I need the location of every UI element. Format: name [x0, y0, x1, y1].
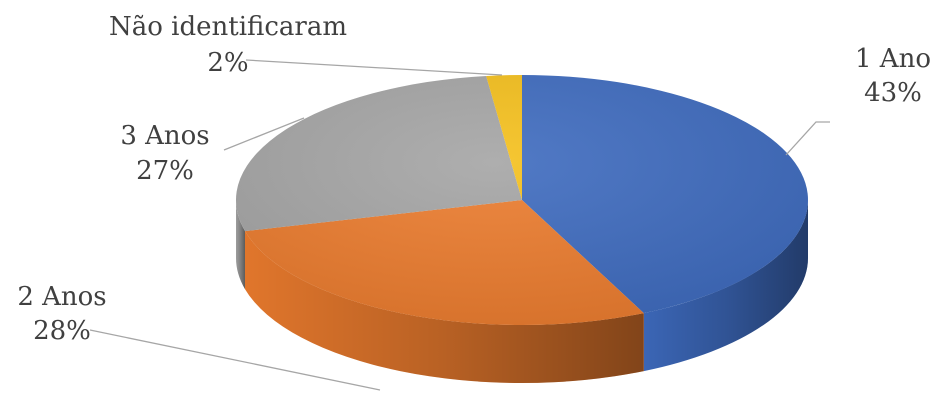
side-wall-shade-2-anos	[244, 231, 644, 383]
label-nao-identificaram-percent: 2%	[207, 48, 248, 78]
pie-top-faces	[235, 75, 809, 326]
side-wall-shade-3-anos	[236, 200, 245, 290]
leader-line-3-anos	[223, 117, 305, 151]
leader-line-1-ano	[785, 121, 830, 156]
leader-line-2-anos	[89, 329, 381, 391]
label-2-anos-category: 2 Anos	[17, 282, 106, 312]
label-3-anos-percent: 27%	[136, 156, 194, 186]
label-nao-identificaram-category: Não identificaram	[109, 12, 347, 42]
label-1-ano-percent: 43%	[864, 78, 922, 108]
label-1-ano-category: 1 Ano	[855, 44, 931, 74]
label-3-anos-category: 3 Anos	[120, 121, 209, 151]
leader-line-nao-identificaram	[245, 59, 503, 76]
pie-side-walls	[236, 200, 809, 383]
leader-lines	[89, 59, 830, 391]
side-wall-shade-1-ano	[643, 200, 809, 372]
label-2-anos-percent: 28%	[33, 316, 91, 346]
top-face-shading	[236, 75, 808, 325]
